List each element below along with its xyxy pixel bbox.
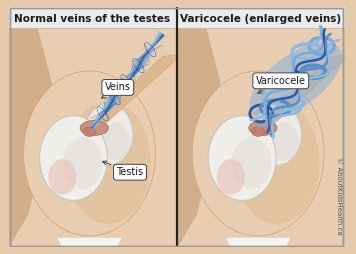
Polygon shape bbox=[83, 54, 182, 130]
Ellipse shape bbox=[84, 104, 133, 165]
Ellipse shape bbox=[40, 116, 108, 200]
Polygon shape bbox=[9, 28, 52, 247]
Ellipse shape bbox=[208, 116, 276, 200]
Ellipse shape bbox=[63, 137, 103, 189]
Ellipse shape bbox=[66, 102, 151, 224]
Ellipse shape bbox=[271, 123, 299, 161]
FancyBboxPatch shape bbox=[9, 7, 345, 28]
Ellipse shape bbox=[252, 104, 302, 165]
Ellipse shape bbox=[217, 159, 245, 195]
Ellipse shape bbox=[192, 71, 324, 236]
Ellipse shape bbox=[252, 127, 265, 136]
Ellipse shape bbox=[232, 137, 271, 189]
Polygon shape bbox=[178, 28, 220, 247]
Ellipse shape bbox=[250, 42, 342, 119]
Polygon shape bbox=[225, 237, 291, 247]
Text: © AboutKidsHealth.ca: © AboutKidsHealth.ca bbox=[336, 157, 342, 235]
FancyBboxPatch shape bbox=[178, 28, 346, 247]
Ellipse shape bbox=[83, 127, 96, 136]
Ellipse shape bbox=[23, 71, 156, 236]
Ellipse shape bbox=[249, 120, 277, 135]
Polygon shape bbox=[252, 54, 351, 130]
Ellipse shape bbox=[48, 159, 76, 195]
Text: Veins: Veins bbox=[102, 83, 131, 98]
Text: Testis: Testis bbox=[103, 161, 143, 177]
Ellipse shape bbox=[102, 123, 130, 161]
Ellipse shape bbox=[235, 102, 319, 224]
Text: Varicocele: Varicocele bbox=[256, 76, 306, 93]
Ellipse shape bbox=[80, 120, 108, 135]
Polygon shape bbox=[57, 237, 122, 247]
Text: Varicocele (enlarged veins): Varicocele (enlarged veins) bbox=[180, 14, 341, 24]
Text: Normal veins of the testes: Normal veins of the testes bbox=[14, 14, 171, 24]
FancyBboxPatch shape bbox=[9, 28, 177, 247]
